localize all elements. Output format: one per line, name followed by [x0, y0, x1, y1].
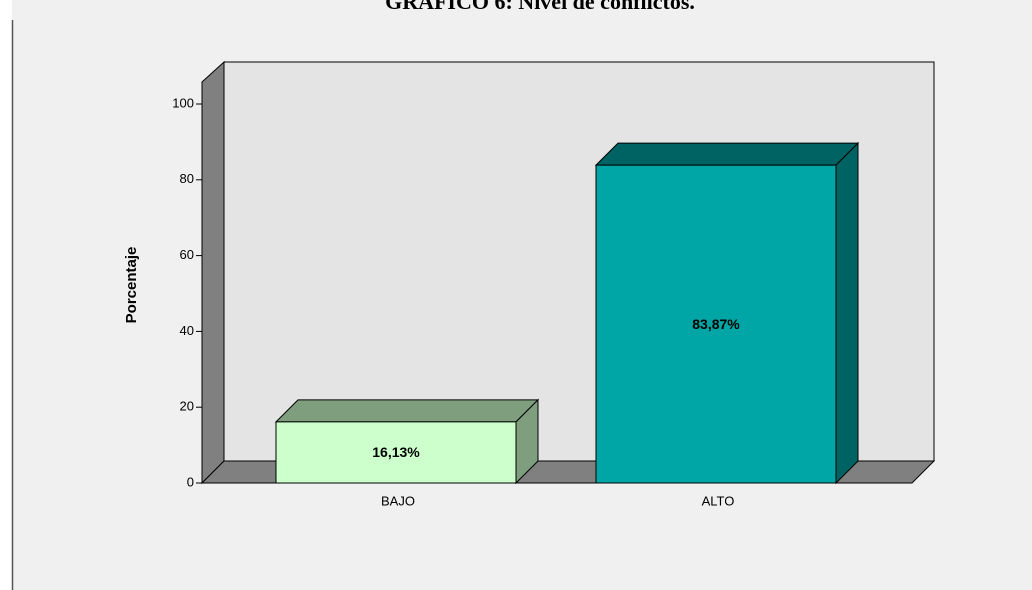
y-tick-label: 40	[180, 323, 194, 338]
side-wall	[201, 60, 225, 485]
y-tick-label: 0	[187, 474, 194, 489]
bar	[275, 421, 517, 484]
value-label: 83,87%	[692, 316, 740, 332]
x-tick-label: ALTO	[702, 493, 735, 508]
value-label: 16,13%	[372, 444, 420, 460]
bar	[595, 164, 837, 484]
y-tick-label: 60	[180, 247, 194, 262]
bar-top	[274, 399, 540, 423]
chart-title: GRÁFICO 6: Nivel de conflictos.	[385, 0, 695, 14]
bar-top	[594, 142, 860, 166]
y-tick-label: 100	[172, 95, 194, 110]
x-tick-label: BAJO	[381, 493, 415, 508]
y-axis-label: Porcentaje	[123, 247, 140, 324]
y-tick-label: 80	[180, 171, 194, 186]
y-tick-label: 20	[180, 399, 194, 414]
bar-side	[835, 141, 859, 485]
